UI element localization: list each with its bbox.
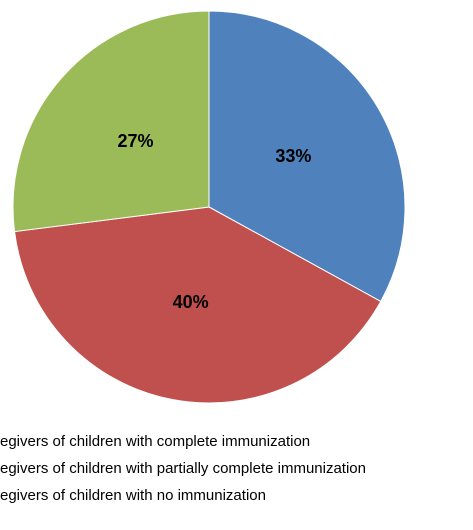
legend-label: egivers of children with complete immuni… (0, 433, 310, 450)
pie-slice (12, 10, 210, 233)
legend-label: egivers of children with partially compl… (0, 460, 366, 477)
pie-slice (208, 10, 406, 303)
legend-label: egivers of children with no immunization (0, 487, 266, 504)
slice-label: 33% (275, 146, 311, 166)
slice-label: 40% (173, 292, 209, 312)
pie-slice (13, 206, 382, 404)
slice-label: 27% (117, 131, 153, 151)
